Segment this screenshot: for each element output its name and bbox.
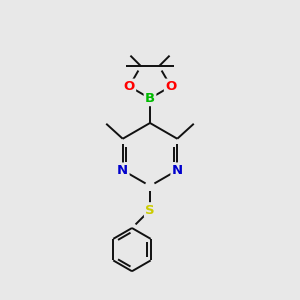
Text: O: O bbox=[124, 80, 135, 93]
Text: O: O bbox=[165, 80, 176, 93]
Text: B: B bbox=[145, 92, 155, 105]
Text: S: S bbox=[145, 203, 155, 217]
Text: N: N bbox=[117, 164, 128, 177]
Text: N: N bbox=[172, 164, 183, 177]
